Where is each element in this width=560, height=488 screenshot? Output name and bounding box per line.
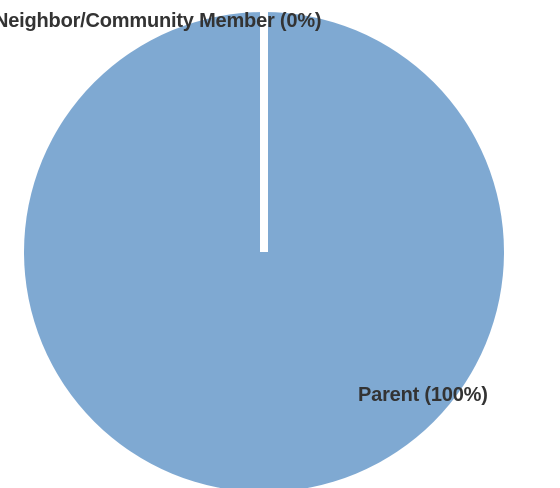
slice-label-parent: Parent (100%) bbox=[358, 384, 488, 406]
pie-labels: Neighbor/Community Member (0%) Parent (1… bbox=[0, 10, 488, 406]
slice-label-neighbor: Neighbor/Community Member (0%) bbox=[0, 10, 321, 32]
pie-slices bbox=[24, 10, 504, 488]
